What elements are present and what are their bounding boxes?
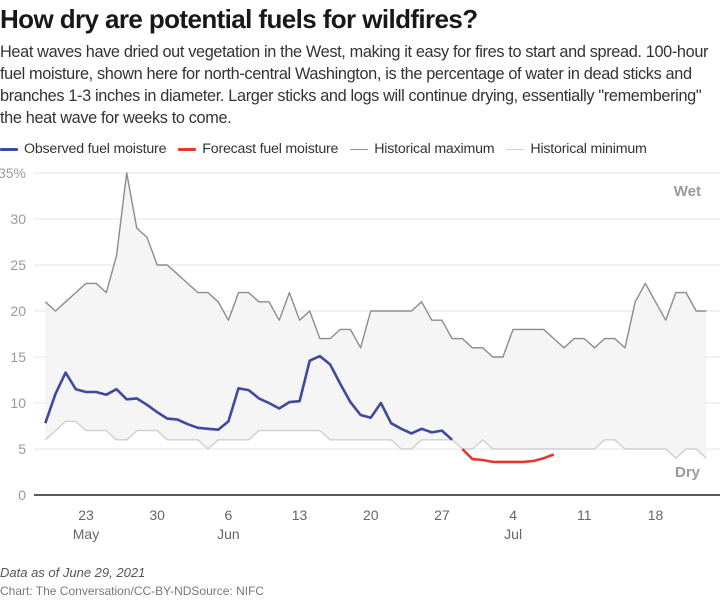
y-tick-label: 5 xyxy=(18,441,26,457)
legend-label-forecast: Forecast fuel moisture xyxy=(202,141,339,157)
x-tick-label: 27 xyxy=(434,507,450,523)
legend-item-observed: Observed fuel moisture xyxy=(0,141,166,157)
legend-swatch-historical-min xyxy=(506,148,525,150)
x-tick-label: 11 xyxy=(577,507,592,523)
legend-swatch-observed xyxy=(0,147,18,151)
historical-range-band xyxy=(45,173,707,459)
legend-swatch-forecast xyxy=(178,147,197,151)
y-tick-label: 25 xyxy=(10,257,26,273)
data-date-note: Data as of June 29, 2021 xyxy=(0,565,146,580)
y-axis-tick-labels: 0 5 10 15 20 25 30 35% xyxy=(0,165,26,503)
x-month-label: May xyxy=(73,526,99,542)
x-tick-label: 4 xyxy=(509,507,517,523)
y-tick-label: 10 xyxy=(10,395,26,411)
x-tick-label: 6 xyxy=(224,507,232,523)
source-credit: Chart: The Conversation/CC-BY-NDSource: … xyxy=(0,584,265,598)
y-tick-label: 20 xyxy=(10,303,26,319)
y-tick-label: 15 xyxy=(10,349,26,365)
legend-item-forecast: Forecast fuel moisture xyxy=(178,141,338,157)
annotation-wet: Wet xyxy=(674,183,701,200)
chart-subtitle: Heat waves have dried out vegetation in … xyxy=(0,43,709,127)
chart-title: How dry are potential fuels for wildfire… xyxy=(0,4,478,34)
legend-item-historical-min: Historical minimum xyxy=(506,141,647,157)
y-tick-label: 30 xyxy=(10,211,26,227)
observed-fuel-moisture-line xyxy=(44,354,453,441)
y-tick-label: 0 xyxy=(18,487,26,503)
x-month-label: Jul xyxy=(504,526,522,542)
legend-label-historical-min: Historical minimum xyxy=(530,141,647,157)
forecast-fuel-moisture-line xyxy=(461,448,555,464)
x-tick-label: 13 xyxy=(292,507,308,523)
x-tick-label: 18 xyxy=(648,507,664,523)
legend-item-historical-max: Historical maximum xyxy=(350,141,495,157)
historical-min-line xyxy=(44,420,707,459)
x-tick-label: 30 xyxy=(149,507,165,523)
historical-max-line xyxy=(44,172,707,358)
annotation-dry: Dry xyxy=(675,464,701,481)
legend-label-historical-max: Historical maximum xyxy=(374,141,495,157)
x-tick-label: 23 xyxy=(78,507,94,523)
legend: Observed fuel moisture Forecast fuel moi… xyxy=(0,139,659,159)
legend-swatch-historical-max xyxy=(350,148,369,150)
fuel-moisture-chart: 0 5 10 15 20 25 30 35% 23 May 30 6 Jun 13 20 27 4 Jul 11 1… xyxy=(0,165,720,542)
x-axis-tick-labels: 23 May 30 6 Jun 13 20 27 4 Jul 11 18 xyxy=(73,507,664,542)
legend-label-observed: Observed fuel moisture xyxy=(24,141,167,157)
x-tick-label: 20 xyxy=(363,507,379,523)
y-tick-label: 35% xyxy=(0,165,26,181)
x-month-label: Jun xyxy=(217,526,240,542)
